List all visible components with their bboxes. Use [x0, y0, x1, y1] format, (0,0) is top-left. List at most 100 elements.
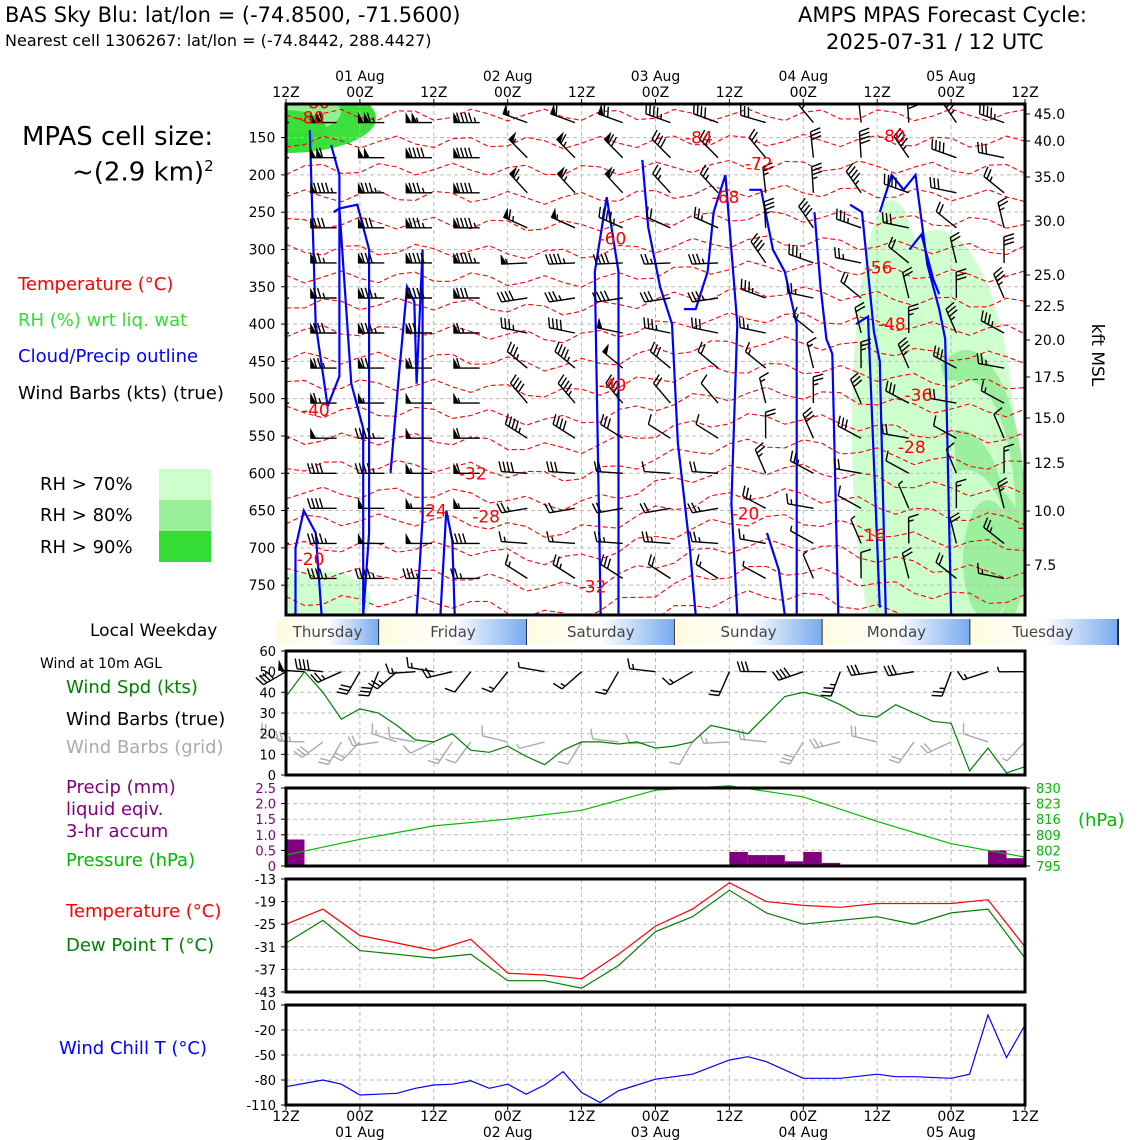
wind-barb: [605, 374, 624, 404]
cloud-precip-outline: [641, 159, 697, 615]
temperature-panel-ytick-label: -13: [255, 873, 276, 888]
wind-barb: [935, 201, 957, 229]
rh-shading: [963, 500, 1014, 615]
bottom-hour-tick-label: 12Z: [1011, 1109, 1038, 1125]
wind-barb: [802, 550, 815, 579]
wind-barb: [504, 414, 528, 439]
precip-bar: [729, 851, 748, 866]
wind-barb-10m: [444, 671, 472, 693]
bottom-hour-tick-label: 00Z: [937, 1109, 964, 1125]
wind-barb: [591, 502, 623, 514]
wind-barb: [902, 266, 913, 299]
precip-bar: [988, 850, 1007, 866]
wind-barb: [907, 513, 919, 544]
cloud-precip-outline: [294, 507, 323, 615]
label-precip3: 3-hr accum: [66, 821, 169, 842]
wind-barb: [645, 104, 671, 124]
wind-barb: [955, 268, 967, 299]
temperature-contour-label: -20: [732, 505, 760, 525]
wind-barb: [699, 129, 719, 159]
height-tick-label: 25.0: [1034, 268, 1065, 284]
cloud-precip-outline: [683, 174, 739, 615]
wind-barb-grid: [779, 741, 804, 765]
weekday-name: Thursday: [292, 623, 363, 641]
bottom-hour-tick-label: 00Z: [790, 1109, 817, 1125]
wind-barb: [993, 266, 1006, 299]
temperature-contour: [286, 514, 1025, 566]
wind-barb: [860, 548, 872, 579]
wind-barb-flag: [453, 322, 460, 334]
wind-barb: [837, 485, 862, 509]
wind-barb-10m: [421, 667, 453, 679]
wind-barb: [506, 341, 528, 369]
wind-barb: [358, 252, 385, 264]
pressure-tick-label: 250: [249, 205, 276, 221]
wind-barb: [453, 217, 480, 229]
wind-barb: [358, 322, 385, 334]
wind-barb: [976, 353, 1005, 369]
wind-barb: [840, 271, 862, 299]
wind-barb: [689, 461, 719, 474]
wind-barb: [983, 166, 1005, 194]
wind-barb-grid: [1002, 741, 1026, 762]
precip-panel-ytick-label: 0.5: [255, 844, 276, 859]
wind-barb-10m: [883, 664, 915, 677]
wind-panel-ytick-label: 40: [259, 686, 276, 701]
wind-barb: [785, 493, 814, 509]
wind-barb: [310, 357, 337, 369]
wind-barb-10m: [956, 670, 989, 681]
legend-rh90-swatch: [159, 531, 211, 562]
wind-barb-flag: [453, 357, 460, 369]
bottom-hour-tick-label: 00Z: [346, 1109, 373, 1125]
wind-barb: [639, 502, 671, 514]
wind-barb: [806, 336, 817, 369]
bottom-hour-tick-label: 12Z: [863, 1109, 890, 1125]
wind-barb-10m: [736, 661, 767, 673]
wind-barb: [646, 206, 671, 229]
wind-barb: [453, 112, 480, 124]
wind-barb: [754, 442, 767, 474]
wind-barb-flag: [453, 112, 460, 123]
windchill-panel-ytick-label: -50: [255, 1049, 276, 1064]
temperature-contour: [286, 108, 1025, 122]
wind-barb-flag: [357, 532, 364, 544]
pressure-tick-label: 450: [249, 354, 276, 370]
wind-barb-flag: [310, 252, 317, 264]
wind-barb: [858, 104, 863, 123]
top-hour-tick-label: 12Z: [1011, 85, 1038, 101]
temperature-contour-label: -48: [878, 315, 906, 335]
cycle-value: 2025-07-31 / 12 UTC: [826, 30, 1044, 54]
wind-barb: [955, 478, 967, 509]
wind-barb: [600, 554, 624, 579]
wind-panel-ytick-label: 30: [259, 707, 276, 722]
wind-barb: [453, 252, 480, 264]
top-hour-tick-label: 12Z: [716, 85, 743, 101]
pressure-tick-label: 700: [249, 541, 276, 557]
wind-barb-flag: [453, 147, 460, 159]
wind-barb: [643, 317, 671, 334]
wind-barb-flag: [509, 166, 518, 179]
weekday-segment: [276, 619, 380, 645]
wind-barb: [935, 552, 957, 579]
cell-size-line1: MPAS cell size:: [22, 122, 214, 152]
wind-barb-grid: [809, 737, 841, 749]
wind-barb: [932, 415, 957, 439]
label-precip1: Precip (mm): [66, 777, 176, 798]
wind-barb-flag: [357, 392, 364, 404]
wind-barb: [406, 182, 432, 194]
wind-barb-10m: [820, 671, 841, 697]
wind-barb: [496, 290, 528, 303]
wind-barb-flag: [405, 322, 412, 334]
wind-panel-ytick-label: 60: [259, 645, 276, 660]
wind-barb: [358, 217, 385, 229]
wind-barb-flag: [550, 105, 556, 117]
wind-barb-flag: [508, 131, 517, 144]
temperature-contour: [286, 463, 1025, 511]
wind-barb: [695, 554, 719, 579]
wind-speed-line: [285, 670, 1026, 774]
wind-barb: [306, 463, 337, 474]
wind-barb: [552, 554, 576, 579]
temperature-panel-frame: [284, 877, 1027, 994]
wind-barb: [809, 127, 822, 158]
wind-barb: [893, 127, 910, 159]
